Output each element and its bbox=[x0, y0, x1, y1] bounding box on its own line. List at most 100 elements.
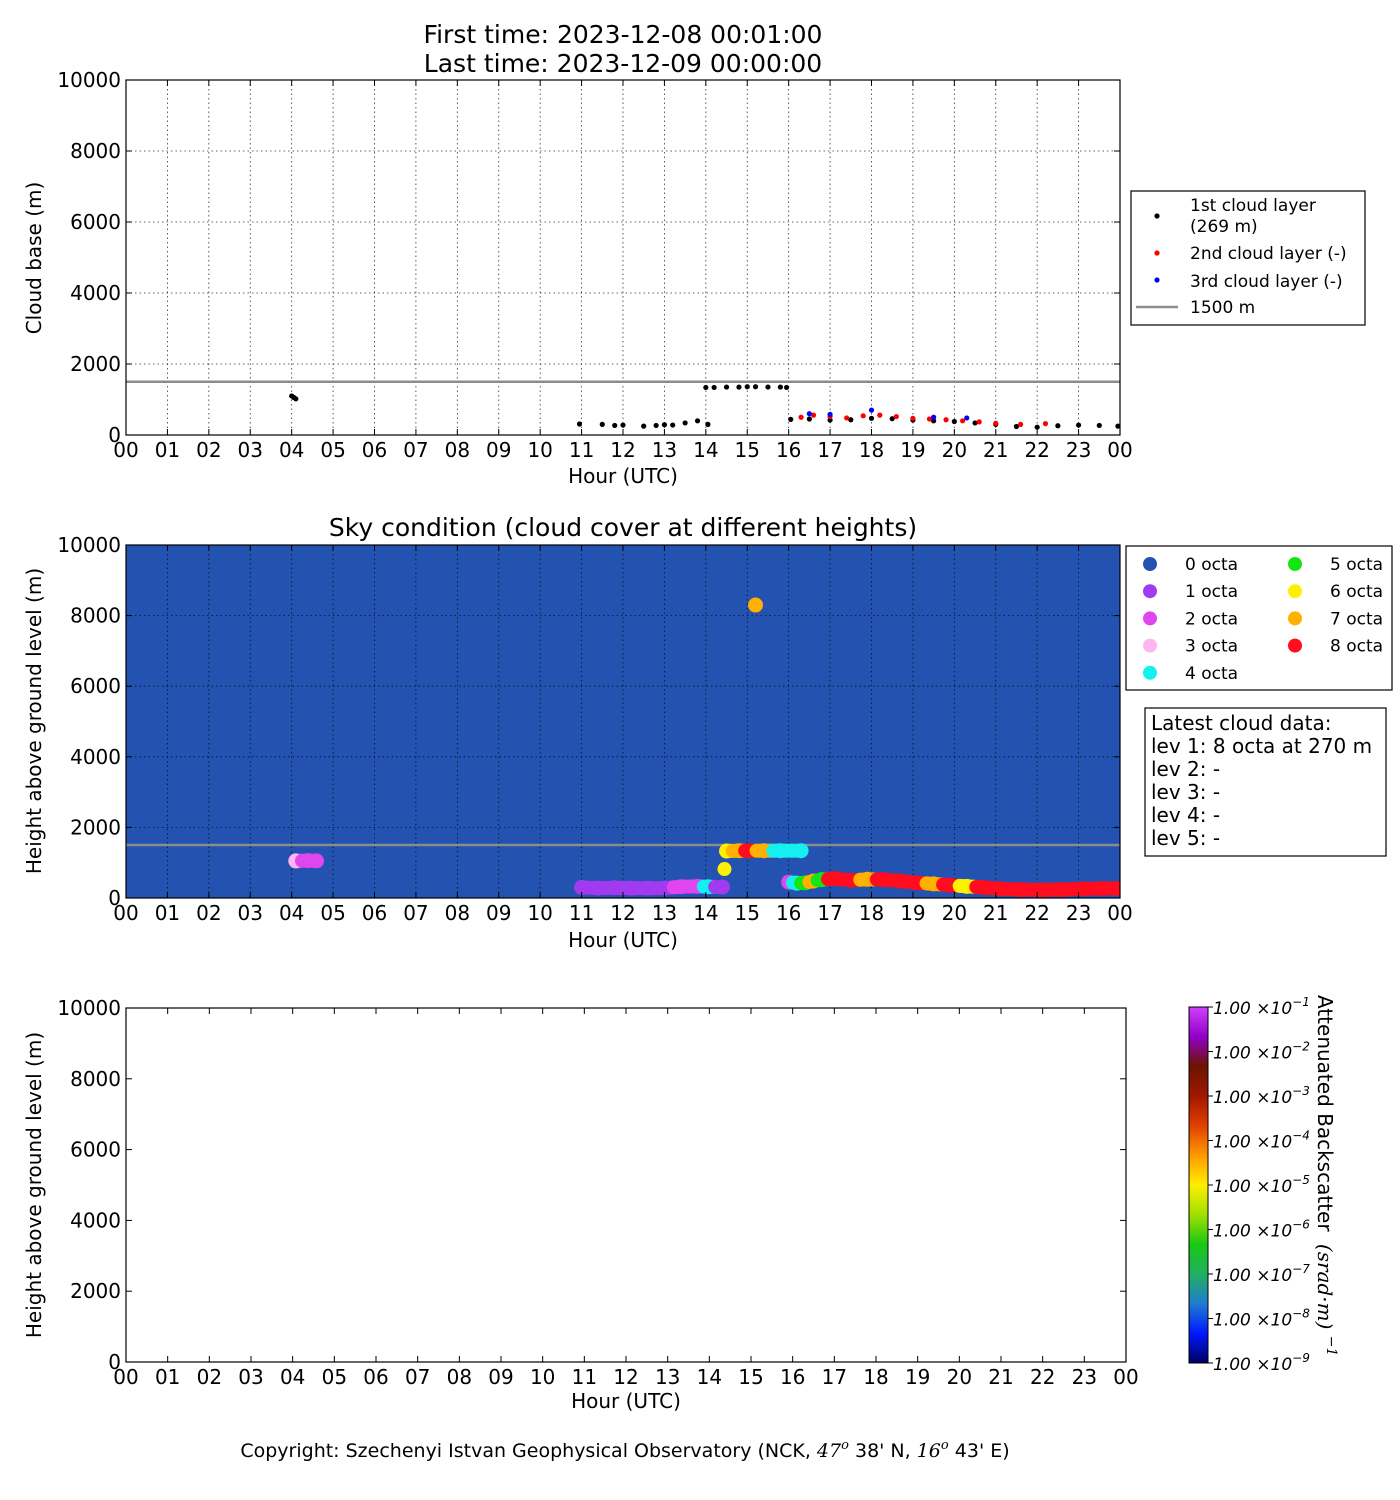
x-tick-label-20: 20 bbox=[942, 901, 967, 925]
sky-condition-panel: Sky condition (cloud cover at different … bbox=[22, 513, 1393, 952]
latest-cloud-line-0: Latest cloud data: bbox=[1151, 711, 1331, 735]
cloud-layer1-point-36 bbox=[1055, 423, 1061, 429]
x-tick-label-1: 01 bbox=[155, 1365, 180, 1389]
octa-legend-marker-5 bbox=[1288, 557, 1302, 571]
cloud-layer1-point-13 bbox=[703, 384, 709, 391]
legend-layer1-height: (269 m) bbox=[1190, 217, 1258, 237]
cloud-layer2-point-0 bbox=[798, 414, 804, 420]
backscatter-y-ticks: 0 2000 4000 6000 8000 10000 bbox=[57, 996, 1126, 1374]
y-tick-label-2: 4000 bbox=[70, 1208, 121, 1232]
x-tick-label-5: 05 bbox=[320, 438, 345, 462]
cloud-layer2-point-12 bbox=[993, 420, 999, 426]
backscatter-ylabel: Height above ground level (m) bbox=[22, 1032, 46, 1338]
x-tick-label-8: 08 bbox=[445, 901, 470, 925]
x-tick-label-6: 06 bbox=[362, 438, 387, 462]
x-tick-label-15: 15 bbox=[735, 901, 760, 925]
latitude-degrees: 47 bbox=[816, 1440, 842, 1462]
cloud-layer1-point-17 bbox=[736, 384, 742, 390]
cloud-layer1-point-15 bbox=[711, 384, 717, 391]
sky-condition-points bbox=[288, 597, 1120, 898]
colorbar-units: (srad·m) bbox=[1313, 1244, 1337, 1329]
sky-band-18-8 bbox=[791, 843, 806, 858]
colorbar-tick-label-8: 1.00 ×10−1 bbox=[1213, 995, 1310, 1019]
sky-condition-x-ticks: 00 01 02 03 04 05 06 07 08 09 10 11 12 13 14 15 16 17 18 19… bbox=[113, 545, 1133, 925]
x-tick-label-14: 14 bbox=[697, 1365, 722, 1389]
octa-legend-marker-0 bbox=[1143, 557, 1157, 571]
x-tick-label-4: 04 bbox=[280, 1365, 305, 1389]
cloud-layer1-point-34 bbox=[1013, 423, 1020, 430]
x-tick-label-18: 18 bbox=[859, 901, 884, 925]
cloud-layer1-point-27 bbox=[868, 415, 875, 421]
x-tick-label-16: 16 bbox=[780, 1365, 805, 1389]
backscatter-region-7 bbox=[126, 1008, 381, 1309]
y-tick-label-3: 6000 bbox=[70, 210, 121, 234]
sky-condition-xlabel: Hour (UTC) bbox=[568, 928, 678, 952]
cloud-base-x-ticks: 00 01 02 03 04 05 06 07 08 09 10 11 12 13 14 15 16 17 18 19… bbox=[113, 80, 1133, 462]
x-tick-label-22: 22 bbox=[1024, 901, 1049, 925]
y-tick-label-0: 0 bbox=[108, 423, 121, 447]
x-tick-label-7: 07 bbox=[403, 901, 428, 925]
x-tick-label-13: 13 bbox=[655, 1365, 680, 1389]
legend-layer2: 2nd cloud layer (-) bbox=[1190, 244, 1347, 264]
sky-band-12-5 bbox=[712, 879, 727, 894]
x-tick-label-1: 01 bbox=[155, 901, 180, 925]
cloud-layer1-point-14 bbox=[705, 421, 711, 427]
x-tick-label-10: 10 bbox=[530, 1365, 555, 1389]
x-tick-label-15: 15 bbox=[738, 1365, 763, 1389]
x-tick-label-2: 02 bbox=[196, 438, 221, 462]
x-tick-label-18: 18 bbox=[863, 1365, 888, 1389]
colorbar-tick-label-6: 1.00 ×10−3 bbox=[1213, 1084, 1310, 1108]
x-tick-label-24: 00 bbox=[1107, 438, 1132, 462]
x-tick-label-5: 05 bbox=[322, 1365, 347, 1389]
y-tick-label-1: 2000 bbox=[70, 1279, 121, 1303]
x-tick-label-7: 07 bbox=[405, 1365, 430, 1389]
x-tick-label-9: 09 bbox=[488, 1365, 513, 1389]
x-tick-label-5: 05 bbox=[320, 901, 345, 925]
cloud-layer1-point-12 bbox=[694, 418, 701, 424]
cloud-layer2-point-9 bbox=[943, 417, 949, 423]
x-tick-label-13: 13 bbox=[652, 901, 677, 925]
colorbar-tick-label-0: 1.00 ×10−9 bbox=[1213, 1351, 1310, 1375]
backscatter-region-0 bbox=[126, 1308, 381, 1362]
x-tick-label-22: 22 bbox=[1024, 438, 1049, 462]
legend-marker-layer2 bbox=[1154, 250, 1160, 256]
sky-band-2-3 bbox=[307, 853, 322, 868]
y-tick-label-5: 10000 bbox=[57, 996, 121, 1020]
cloud-layer1-point-6 bbox=[620, 422, 626, 428]
x-tick-label-20: 20 bbox=[942, 438, 967, 462]
octa-legend-label-6: 6 octa bbox=[1330, 582, 1383, 602]
cloud-layer1-point-4 bbox=[599, 421, 605, 427]
legend-marker-layer1 bbox=[1154, 213, 1160, 219]
cloud-base-xlabel: Hour (UTC) bbox=[568, 464, 678, 488]
latest-cloud-line-5: lev 5: - bbox=[1151, 826, 1220, 850]
backscatter-region-10 bbox=[755, 1008, 1126, 1309]
cloud-layer1-point-38 bbox=[1096, 422, 1102, 429]
x-tick-label-10: 10 bbox=[527, 901, 552, 925]
sky-band-13-1 bbox=[717, 862, 732, 877]
cloud-layer2-point-11 bbox=[976, 419, 982, 425]
octa-legend-label-5: 5 octa bbox=[1330, 555, 1383, 575]
octa-legend-label-8: 8 octa bbox=[1330, 637, 1383, 657]
y-tick-label-0: 0 bbox=[108, 1350, 121, 1374]
colorbar-tick-label-4: 1.00 ×10−5 bbox=[1213, 1173, 1310, 1197]
cloud-layer2-point-4 bbox=[860, 413, 866, 419]
x-tick-label-0: 00 bbox=[113, 1365, 138, 1389]
cloud-layer1-point-22 bbox=[783, 384, 790, 391]
backscatter-region-9 bbox=[501, 1008, 710, 1115]
copyright-text: Copyright: Szechenyi Istvan Geophysical … bbox=[240, 1440, 817, 1462]
legend-reference: 1500 m bbox=[1190, 298, 1255, 318]
cloud-base-points bbox=[289, 384, 1120, 430]
cloud-layer2-point-10 bbox=[960, 418, 966, 424]
y-tick-label-4: 8000 bbox=[70, 139, 121, 163]
longitude-minutes: 43' E) bbox=[949, 1440, 1010, 1462]
backscatter-region-4 bbox=[796, 1344, 1126, 1362]
cloud-layer1-point-5 bbox=[612, 422, 618, 429]
x-tick-label-2: 02 bbox=[196, 901, 221, 925]
y-tick-label-2: 4000 bbox=[70, 281, 121, 305]
x-tick-label-19: 19 bbox=[900, 438, 925, 462]
x-tick-label-1: 01 bbox=[155, 438, 180, 462]
title-last-time: Last time: 2023-12-09 00:00:00 bbox=[424, 49, 822, 78]
cloud-layer2-point-3 bbox=[844, 415, 850, 421]
backscatter-region-6 bbox=[796, 1308, 1126, 1338]
latitude-minutes: 38' N, bbox=[849, 1440, 917, 1462]
